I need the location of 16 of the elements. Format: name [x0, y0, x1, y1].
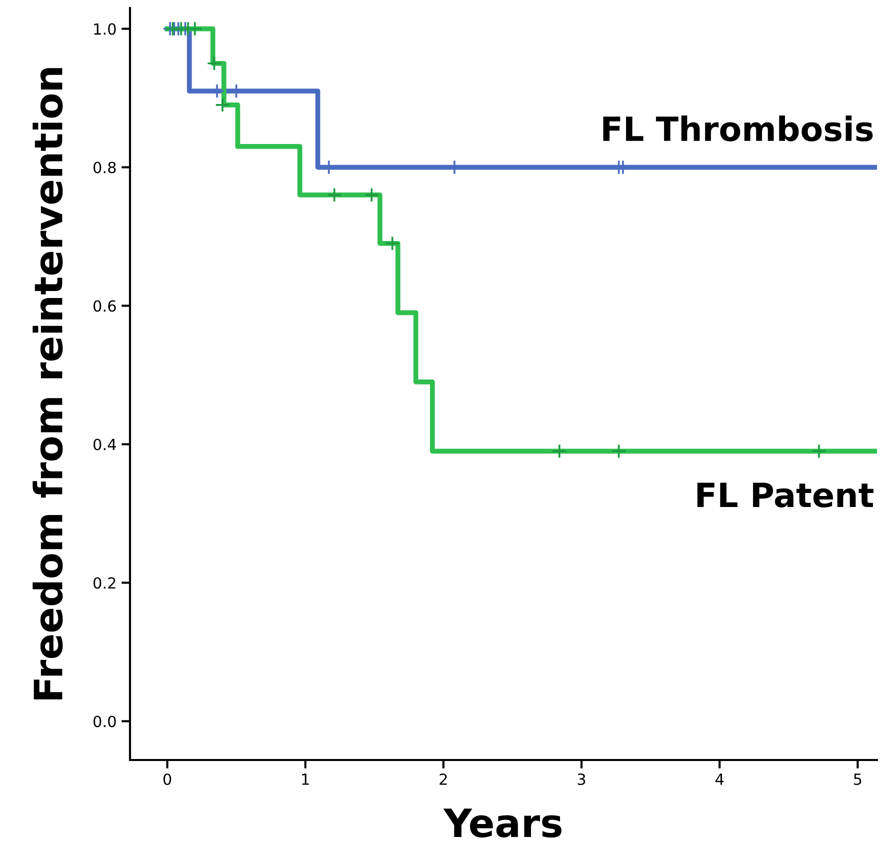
x-tick-label: 3: [578, 773, 586, 786]
x-tick-label: 4: [715, 774, 724, 785]
x-tick-label: 2: [440, 773, 447, 785]
series-label: FL Thrombosis: [603, 116, 873, 142]
x-axis-title: Years: [443, 808, 562, 838]
y-tick-label: 0.6: [94, 300, 116, 312]
y-tick-label: 0.4: [94, 438, 116, 450]
x-tick-label: 5: [854, 774, 862, 786]
y-tick-label: 0.0: [94, 716, 116, 728]
x-tick-label: 1: [302, 774, 309, 785]
y-tick-label: 0.8: [94, 162, 116, 174]
y-tick-label: 0.2: [94, 577, 116, 589]
y-axis-title: Freedom from reintervention: [32, 68, 63, 700]
y-tick-label: 1.0: [94, 23, 116, 35]
series-label: FL Patent: [697, 482, 874, 508]
x-tick-label: 0: [163, 773, 172, 786]
